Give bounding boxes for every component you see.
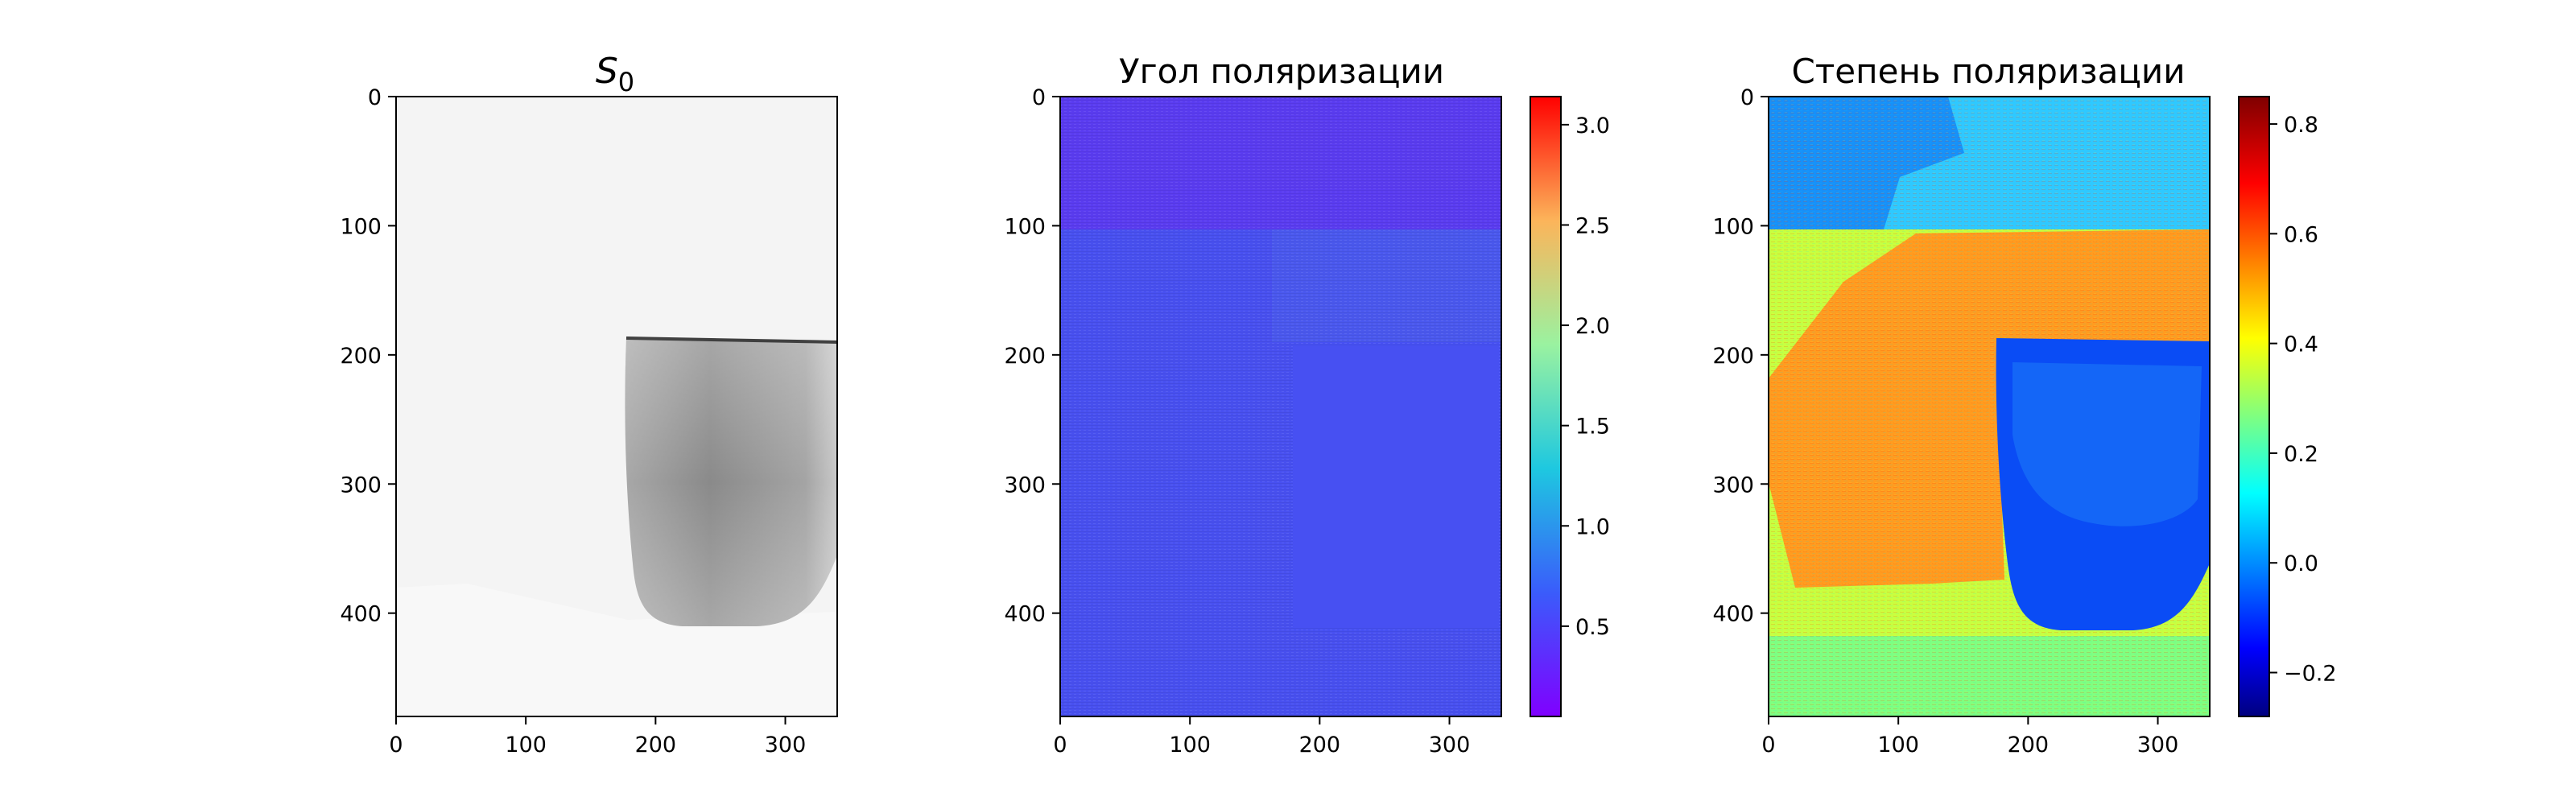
y-tick-label: 100 <box>1004 214 1046 239</box>
degree-colorbar-fill <box>2239 97 2269 716</box>
panel-angle-image <box>1060 97 1501 716</box>
panel-s0-title-sub: 0 <box>618 67 634 97</box>
x-tick-label: 200 <box>635 733 677 758</box>
colorbar-tick-label: 0.6 <box>2284 222 2318 247</box>
colorbar-tick-label: 3.0 <box>1575 114 1610 138</box>
y-tick-label: 100 <box>340 214 382 239</box>
colorbar-tick-label: 0.2 <box>2284 442 2318 467</box>
degree-colorbar-frame <box>2238 96 2270 717</box>
panel-degree: Степень поляризации 0 100 200 300 0 100 200 300… <box>1712 52 2336 758</box>
y-tick-label: 0 <box>1740 85 1754 110</box>
angle-colorbar: 0.5 1.0 1.5 2.0 2.5 3.0 <box>1530 96 1610 717</box>
y-tick-label: 200 <box>1004 344 1046 369</box>
panel-degree-title: Степень поляризации <box>1792 52 2186 91</box>
colorbar-tick-label: 2.5 <box>1575 213 1610 238</box>
degree-colorbar-ticks: −0.2 0.0 0.2 0.4 0.6 0.8 <box>2269 113 2337 686</box>
panel-angle-axes: 0 100 200 300 0 100 200 300 400 <box>1004 85 1470 758</box>
colorbar-tick-label: 0.8 <box>2284 113 2318 138</box>
colorbar-tick-label: 0.0 <box>2284 551 2318 576</box>
degree-colorbar: −0.2 0.0 0.2 0.4 0.6 0.8 <box>2238 96 2337 717</box>
y-tick-label: 100 <box>1712 214 1754 239</box>
angle-colorbar-frame <box>1530 96 1562 717</box>
panel-s0-axes: 0 100 200 300 0 100 200 300 400 <box>340 85 806 758</box>
panel-angle-title: Угол поляризации <box>1119 52 1444 91</box>
angle-cup-smooth <box>1293 346 1499 628</box>
angle-colorbar-ticks: 0.5 1.0 1.5 2.0 2.5 3.0 <box>1561 114 1610 640</box>
x-tick-label: 200 <box>1299 733 1341 758</box>
y-tick-label: 300 <box>1004 473 1046 497</box>
degree-cup-inner <box>2013 362 2202 526</box>
x-tick-label: 100 <box>1169 733 1211 758</box>
y-tick-label: 400 <box>1712 602 1754 627</box>
y-tick-label: 300 <box>340 473 382 497</box>
y-tick-label: 0 <box>1032 85 1046 110</box>
y-tick-label: 400 <box>1004 602 1046 627</box>
colorbar-tick-label: 0.4 <box>2284 332 2318 357</box>
x-tick-label: 0 <box>1053 733 1067 758</box>
colorbar-tick-label: 0.5 <box>1575 615 1610 640</box>
s0-cup-shading <box>625 338 837 626</box>
x-tick-label: 100 <box>1877 733 1919 758</box>
x-tick-label: 300 <box>1429 733 1471 758</box>
y-tick-label: 300 <box>1712 473 1754 497</box>
panel-angle: Угол поляризации 0 100 200 300 0 100 200 300 400… <box>1004 52 1610 758</box>
colorbar-tick-label: 1.5 <box>1575 415 1610 440</box>
y-tick-label: 400 <box>340 602 382 627</box>
x-tick-label: 0 <box>389 733 402 758</box>
x-tick-label: 0 <box>1761 733 1775 758</box>
x-tick-label: 200 <box>2008 733 2050 758</box>
panel-degree-axes: 0 100 200 300 0 100 200 300 400 <box>1712 85 2178 758</box>
x-tick-label: 100 <box>505 733 547 758</box>
angle-colorbar-fill <box>1530 97 1561 716</box>
panel-angle-frame <box>1059 96 1502 717</box>
y-tick-label: 200 <box>340 344 382 369</box>
panel-degree-image <box>1769 97 2210 716</box>
panel-s0-image <box>396 97 838 716</box>
y-tick-label: 0 <box>368 85 382 110</box>
panel-s0-title: S0 <box>596 51 634 97</box>
colorbar-tick-label: −0.2 <box>2284 661 2337 686</box>
s0-cup-rim <box>625 336 838 344</box>
colorbar-tick-label: 1.0 <box>1575 514 1610 539</box>
panel-s0-title-base: S <box>596 51 618 92</box>
colorbar-tick-label: 2.0 <box>1575 314 1610 339</box>
x-tick-label: 300 <box>2137 733 2179 758</box>
y-tick-label: 200 <box>1712 344 1754 369</box>
panel-degree-frame <box>1768 96 2211 717</box>
panel-s0-frame <box>395 96 838 717</box>
x-tick-label: 300 <box>765 733 807 758</box>
